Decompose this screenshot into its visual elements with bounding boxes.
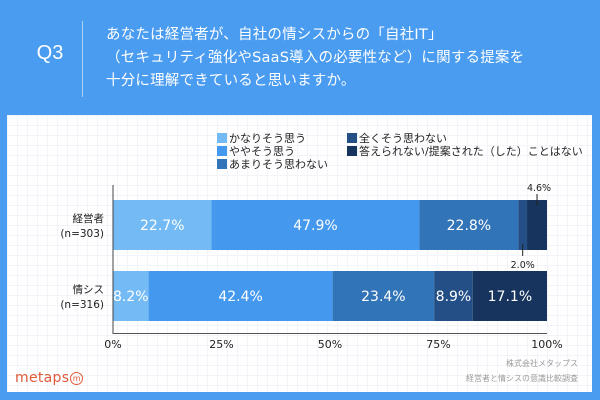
data-label: 23.4% xyxy=(361,289,405,305)
bar-segment xyxy=(472,271,547,321)
legend-swatch xyxy=(217,145,227,156)
bar-segment xyxy=(434,271,473,321)
chart-card xyxy=(7,115,592,392)
x-tick-label: 50% xyxy=(318,338,342,351)
logo-mark-icon: m xyxy=(70,372,84,385)
category-label: (n=303) xyxy=(60,228,104,240)
legend-label: かなりそう思う xyxy=(229,131,306,145)
category-label: 経営者 xyxy=(73,212,105,225)
x-tick-label: 100% xyxy=(531,338,562,351)
data-label: 47.9% xyxy=(293,218,337,234)
bar-segment xyxy=(332,271,435,321)
data-label: 8.2% xyxy=(113,289,149,305)
question-line: 十分に理解できていると思いますか。 xyxy=(106,73,356,89)
bar-segment xyxy=(211,200,420,250)
question-text: あなたは経営者が、自社の情シスからの「自社IT」 （セキュリティ強化やSaaS導… xyxy=(106,24,586,93)
legend-swatch xyxy=(217,132,227,143)
question-header: Q3 あなたは経営者が、自社の情シスからの「自社IT」 （セキュリティ強化やSa… xyxy=(0,0,600,115)
legend-swatch xyxy=(347,145,357,156)
data-label: 2.0% xyxy=(511,260,535,271)
category-label: 情シス xyxy=(73,283,105,296)
source-credit: 株式会社メタップス xyxy=(506,358,578,369)
legend-label: 全くそう思わない xyxy=(359,131,447,145)
bar-segment xyxy=(113,200,212,250)
x-tick-label: 25% xyxy=(209,338,233,351)
source-credit: 経営者と情シスの意識比較調査 xyxy=(466,373,578,384)
bar-segment xyxy=(113,271,149,321)
bar-segment xyxy=(148,271,333,321)
legend-swatch xyxy=(347,132,357,143)
legend-label: 答えられない/提案された（した）ことはない xyxy=(359,144,583,158)
bar-segment xyxy=(419,200,519,250)
question-number: Q3 xyxy=(36,42,64,64)
legend-item: 全くそう思わない xyxy=(347,131,447,145)
header-divider xyxy=(82,21,83,97)
x-tick-label: 0% xyxy=(104,338,121,351)
data-label: 22.7% xyxy=(140,218,184,234)
question-line: あなたは経営者が、自社の情シスからの「自社IT」 xyxy=(106,27,443,43)
legend-label: ややそう思う xyxy=(229,144,295,158)
legend-item: あまりそう思わない xyxy=(217,157,328,171)
data-label: 17.1% xyxy=(488,289,532,305)
logo-text: metaps xyxy=(15,370,70,386)
credit-survey: 経営者と情シスの意識比較調査 xyxy=(466,374,578,383)
legend-item: 答えられない/提案された（した）ことはない xyxy=(347,144,583,158)
bar-segment xyxy=(527,200,547,250)
metaps-logo: metaps m xyxy=(15,370,84,386)
data-label: 8.9% xyxy=(436,289,472,305)
category-label: (n=316) xyxy=(60,299,104,311)
data-label: 4.6% xyxy=(527,183,551,194)
data-label: 22.8% xyxy=(447,218,491,234)
data-label: 42.4% xyxy=(218,289,262,305)
legend-item: ややそう思う xyxy=(217,144,295,158)
legend-label: あまりそう思わない xyxy=(229,157,328,171)
x-tick-label: 75% xyxy=(426,338,450,351)
legend-swatch xyxy=(217,158,227,169)
legend-item: かなりそう思う xyxy=(217,131,306,145)
bar-segment xyxy=(518,200,528,250)
credit-company: 株式会社メタップス xyxy=(506,359,578,368)
question-line: （セキュリティ強化やSaaS導入の必要性など）に関する提案を xyxy=(106,50,525,66)
